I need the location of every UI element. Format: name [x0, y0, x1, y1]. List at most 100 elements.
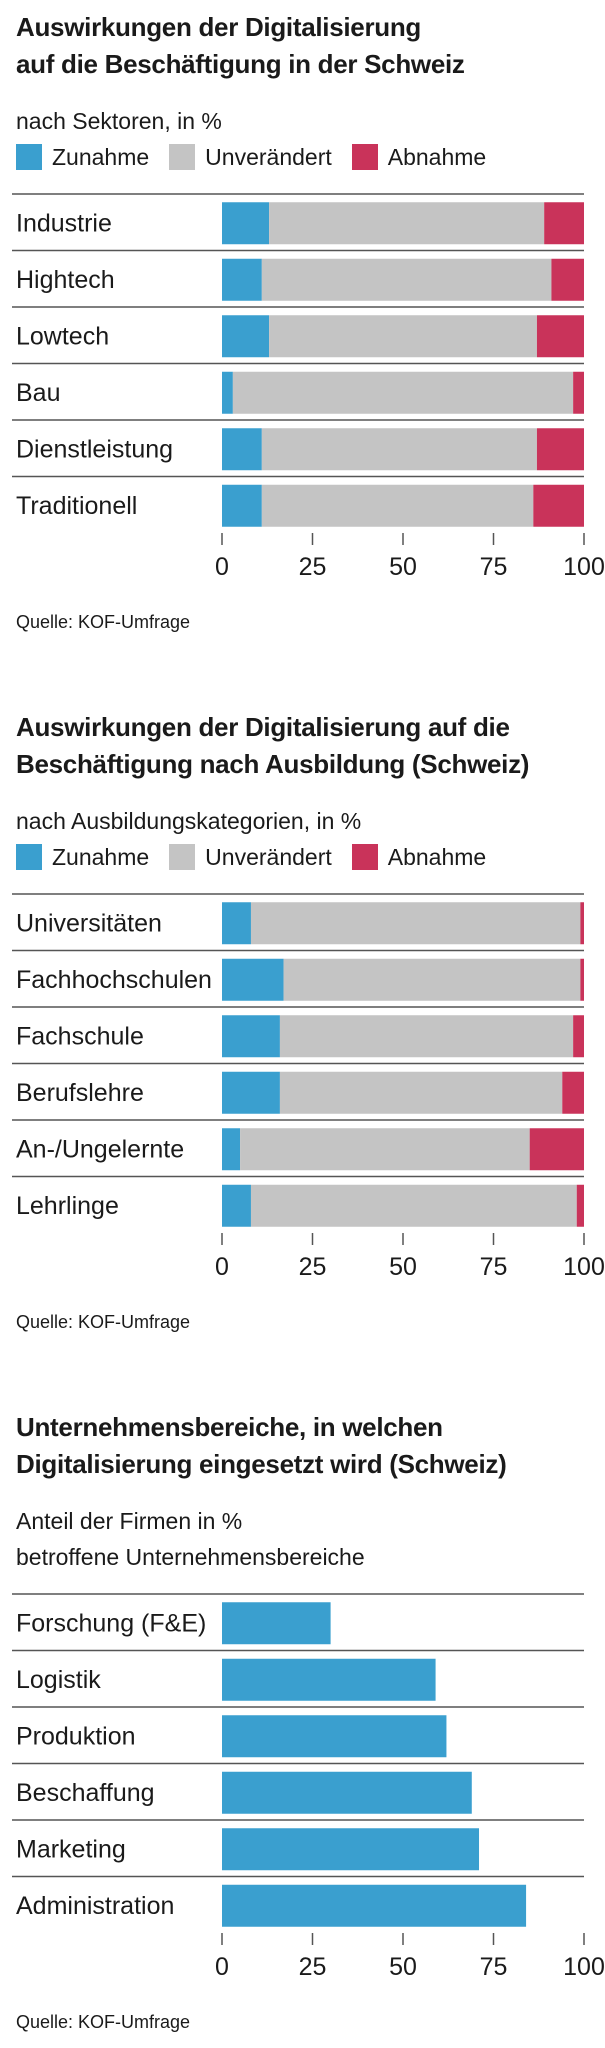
legend-item-decrease: Abnahme	[351, 844, 486, 871]
bar-segment-increase	[222, 484, 262, 527]
bar-segment-decrease	[562, 1071, 584, 1114]
bar	[222, 1715, 447, 1758]
legend-swatch-unchanged	[169, 144, 196, 170]
axis-tick-label: 0	[215, 1953, 229, 1981]
legend-item-unchanged: Unverändert	[169, 844, 332, 871]
legend-item-increase: Zunahme	[16, 844, 149, 871]
bar-segment-unchanged	[250, 1184, 577, 1227]
category-label: Bau	[16, 379, 60, 407]
axis-tick-label: 100	[563, 1253, 605, 1281]
category-label: Berufslehre	[16, 1079, 144, 1107]
chart-title-line-1: Auswirkungen der Digitalisierung	[16, 12, 422, 42]
category-label: Marketing	[16, 1835, 126, 1863]
chart-title-line-1: Unternehmensbereiche, in welchen	[16, 1412, 443, 1442]
category-label: Fachschule	[16, 1022, 144, 1050]
bar-segment-unchanged	[279, 1071, 563, 1114]
legend-item-decrease: Abnahme	[351, 143, 487, 171]
bar-segment-unchanged	[250, 902, 581, 945]
chart-source: Quelle: KOF-Umfrage	[16, 612, 191, 632]
chart-panel-sectors: Auswirkungen der Digitalisierung auf die…	[0, 0, 605, 660]
bar-segment-unchanged	[232, 371, 574, 414]
bar-segment-increase	[222, 258, 262, 301]
axis-tick-label: 50	[389, 553, 417, 581]
chart-title: Auswirkungen der Digitalisierung auf die…	[16, 709, 529, 783]
category-label: Produktion	[16, 1722, 136, 1750]
category-label: Administration	[16, 1892, 174, 1920]
legend-label-unchanged: Unverändert	[205, 843, 332, 870]
category-label: Traditionell	[16, 492, 137, 520]
legend-label-increase: Zunahme	[52, 143, 150, 170]
bar-segment-unchanged	[240, 1128, 530, 1171]
bar	[222, 1602, 331, 1645]
bar-segment-increase	[222, 958, 284, 1001]
bar-segment-decrease	[536, 315, 584, 358]
category-label: An-/Ungelernte	[16, 1135, 184, 1163]
legend-swatch-increase	[16, 844, 42, 870]
category-label: Forschung (F&E)	[16, 1609, 206, 1637]
axis-tick-label: 75	[480, 1253, 508, 1281]
chart-subtitle: nach Ausbildungskategorien, in %	[16, 808, 362, 834]
bar-segment-decrease	[573, 1015, 584, 1058]
bar-segment-increase	[222, 428, 262, 471]
stacked-bar-chart-education: Universitäten Fachhochschulen Fachschule Be…	[12, 893, 605, 1281]
chart-subtitle-line-2: betroffene Unternehmensbereiche	[16, 1544, 365, 1570]
chart-source: Quelle: KOF-Umfrage	[16, 2012, 191, 2032]
chart-legend: Zunahme Unverändert Abnahme	[16, 142, 506, 172]
bar-segment-decrease	[544, 202, 584, 245]
chart-subtitle: nach Sektoren, in %	[16, 108, 222, 134]
category-label: Lehrlinge	[16, 1192, 119, 1220]
bar-segment-decrease	[536, 428, 584, 471]
legend-item-unchanged: Unverändert	[169, 144, 332, 171]
bar-segment-decrease	[529, 1128, 584, 1171]
bar-segment-increase	[222, 1071, 280, 1114]
bar-segment-decrease	[573, 371, 584, 414]
bar-segment-decrease	[551, 258, 584, 301]
bar-segment-decrease	[580, 902, 584, 945]
bar	[222, 1828, 480, 1871]
bar-segment-increase	[222, 1128, 241, 1171]
axis-tick-label: 25	[299, 1253, 327, 1281]
axis-tick-label: 25	[299, 1953, 327, 1981]
bar-segment-increase	[222, 1184, 251, 1227]
axis-tick-label: 0	[215, 1253, 229, 1281]
bar-segment-increase	[222, 202, 270, 245]
chart-legend: Zunahme Unverändert Abnahme	[16, 842, 506, 872]
axis-tick-label: 0	[215, 553, 229, 581]
category-label: Dienstleistung	[16, 435, 173, 463]
bar-segment-unchanged	[261, 258, 552, 301]
axis-tick-label: 100	[563, 1953, 605, 1981]
chart-title-line-2: auf die Beschäftigung in der Schweiz	[16, 49, 465, 79]
chart-title-line-2: Beschäftigung nach Ausbildung (Schweiz)	[16, 749, 530, 779]
bar-segment-increase	[222, 315, 270, 358]
bar-segment-increase	[222, 1015, 280, 1058]
legend-swatch-decrease	[351, 144, 378, 170]
bar-segment-decrease	[576, 1184, 584, 1227]
bar-segment-unchanged	[283, 958, 581, 1001]
bar-segment-unchanged	[269, 202, 545, 245]
category-label: Lowtech	[16, 322, 109, 350]
axis-tick-label: 50	[389, 1253, 417, 1281]
category-label: Universitäten	[16, 909, 162, 937]
chart-panel-education: Auswirkungen der Digitalisierung auf die…	[0, 700, 605, 1360]
legend-swatch-unchanged	[169, 844, 196, 870]
bar	[222, 1771, 472, 1814]
bar-segment-unchanged	[261, 428, 537, 471]
category-label: Logistik	[16, 1666, 101, 1694]
chart-source: Quelle: KOF-Umfrage	[16, 1312, 191, 1332]
bar-segment-unchanged	[279, 1015, 574, 1058]
legend-label-decrease: Abnahme	[387, 143, 487, 170]
category-label: Fachhochschulen	[16, 966, 212, 994]
bar	[222, 1884, 527, 1927]
legend-swatch-decrease	[351, 844, 378, 870]
chart-title: Unternehmensbereiche, in welchen Digital…	[16, 1409, 507, 1483]
axis-tick-label: 50	[389, 1953, 417, 1981]
category-label: Industrie	[16, 209, 112, 237]
bar-segment-decrease	[533, 484, 584, 527]
bar-segment-unchanged	[261, 484, 534, 527]
axis-tick-label: 75	[480, 1953, 508, 1981]
chart-title-line-1: Auswirkungen der Digitalisierung auf die	[16, 712, 510, 742]
chart-subtitle-line-1: Anteil der Firmen in %	[16, 1508, 243, 1534]
bar-segment-decrease	[580, 958, 584, 1001]
legend-label-increase: Zunahme	[52, 843, 150, 870]
chart-title-line-2: Digitalisierung eingesetzt wird (Schweiz…	[16, 1449, 507, 1479]
